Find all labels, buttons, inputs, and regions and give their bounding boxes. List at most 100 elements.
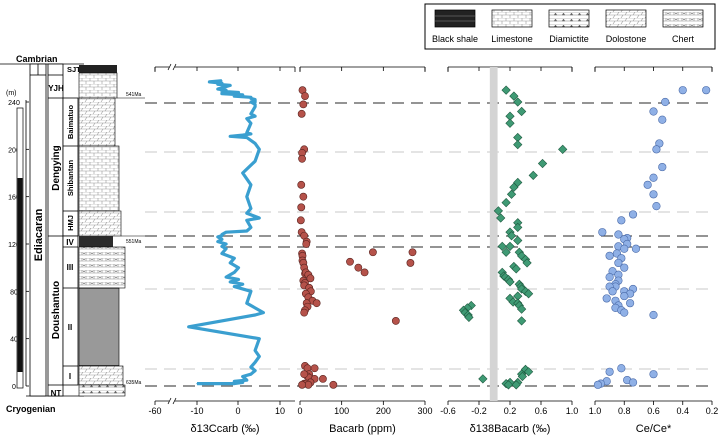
ce-anomaly-point bbox=[658, 162, 667, 172]
d13c-point bbox=[217, 241, 219, 243]
d13c-point bbox=[246, 230, 248, 232]
d13c-point bbox=[258, 148, 260, 150]
d13c-point bbox=[229, 84, 231, 87]
d13c-point bbox=[204, 383, 206, 385]
d13c-point bbox=[221, 82, 223, 84]
d13c-point bbox=[221, 80, 223, 82]
member-iv: IV bbox=[66, 238, 74, 247]
d13c-point bbox=[217, 83, 219, 85]
d13c-point bbox=[250, 97, 252, 100]
ce-anomaly-point bbox=[652, 145, 661, 154]
period-cambrian: Cambrian bbox=[16, 54, 58, 64]
d13c-point bbox=[258, 217, 260, 219]
formation-nt: NT bbox=[51, 389, 62, 398]
height-tick-label: 240 bbox=[8, 100, 20, 107]
d13c-point bbox=[246, 132, 248, 134]
x-tick-label: 100 bbox=[334, 406, 349, 416]
d13c-point bbox=[254, 101, 256, 103]
d13c-point bbox=[225, 248, 227, 250]
d13c-point bbox=[254, 106, 256, 108]
ba-point bbox=[298, 154, 306, 163]
member-iii: III bbox=[67, 263, 74, 272]
legend-label: Black shale bbox=[432, 34, 478, 44]
ba-point bbox=[302, 240, 311, 248]
member-shibantan: Shibantan bbox=[66, 159, 75, 196]
d13c-point bbox=[221, 233, 223, 236]
formation-dengying: Dengying bbox=[51, 145, 62, 191]
d13c-point bbox=[246, 117, 248, 120]
legend-swatch bbox=[605, 9, 647, 28]
d13c-point bbox=[208, 81, 211, 83]
d13c-point bbox=[258, 338, 260, 340]
age-635: 635Ma bbox=[126, 380, 142, 386]
litho-ii bbox=[78, 287, 120, 367]
ba-point bbox=[298, 380, 306, 389]
x-tick-label: 300 bbox=[417, 406, 432, 416]
litho-sjt bbox=[79, 65, 117, 73]
d13c-point bbox=[233, 380, 235, 382]
litho-nt bbox=[78, 384, 126, 397]
legend-item-dolostone: Dolostone bbox=[605, 9, 647, 44]
legend: Black shale Limestone Diamictite Dolostone C… bbox=[424, 3, 716, 50]
d13c-point bbox=[250, 122, 252, 124]
d13c-point bbox=[225, 276, 227, 278]
ce-anomaly-point bbox=[620, 291, 629, 301]
age-551: 551Ma bbox=[126, 239, 142, 245]
legend-swatch bbox=[548, 9, 590, 28]
d13c-point bbox=[250, 366, 252, 368]
height-tick-label: 200 bbox=[8, 147, 20, 154]
ba-point bbox=[310, 364, 319, 373]
ba-point bbox=[299, 100, 308, 109]
ce-anomaly-point bbox=[620, 263, 629, 272]
ce-anomaly-point bbox=[617, 364, 626, 373]
d138ba-point bbox=[505, 277, 515, 287]
height-tick-label: 0 bbox=[12, 384, 16, 391]
x-tick-label: 0 bbox=[235, 406, 240, 416]
x-tick-label: 10 bbox=[275, 406, 285, 416]
d138ba-point bbox=[493, 206, 503, 216]
d13c-series-line bbox=[187, 79, 265, 386]
x-tick-label: 0.2 bbox=[706, 406, 719, 416]
x-tick-label: 0.4 bbox=[676, 406, 689, 416]
d138ba-point bbox=[517, 316, 527, 326]
ce-anomaly-point bbox=[649, 190, 658, 199]
ba-point bbox=[306, 274, 315, 283]
period-cryogenian: Cryogenian bbox=[6, 404, 56, 414]
x-axis-label: Bacarb (ppm) bbox=[329, 423, 396, 435]
d13c-point bbox=[250, 184, 252, 186]
ce-anomaly-point bbox=[602, 294, 611, 303]
d138ba-point bbox=[517, 284, 527, 294]
d13c-point bbox=[258, 355, 260, 358]
d13c-point bbox=[242, 134, 244, 136]
d138ba-point bbox=[522, 258, 532, 268]
ba-point bbox=[300, 308, 309, 317]
d138ba-point bbox=[505, 118, 515, 128]
d13c-point bbox=[221, 93, 223, 95]
member-ii: II bbox=[68, 323, 72, 332]
d138ba-point bbox=[528, 170, 538, 180]
d13c-point bbox=[254, 314, 256, 316]
ba-point bbox=[297, 180, 306, 189]
legend-label: Dolostone bbox=[606, 34, 647, 44]
legend-item-chert: Chert bbox=[662, 9, 704, 44]
modern-seawater-band bbox=[489, 67, 498, 401]
d138ba-point bbox=[478, 374, 488, 384]
d138ba-point bbox=[513, 139, 523, 150]
litho-i bbox=[78, 365, 124, 386]
stratigraphic-column: Cambrian Cryogenian (m) 0 40 80 120 160 200 24… bbox=[0, 54, 145, 414]
ce-anomaly-point bbox=[598, 228, 607, 237]
height-tick-label: 120 bbox=[8, 242, 20, 249]
d13c-point bbox=[250, 113, 252, 115]
d138ba-point bbox=[523, 367, 534, 377]
d13c-point bbox=[233, 383, 235, 385]
ba-point bbox=[391, 317, 400, 325]
ce-anomaly-point bbox=[620, 308, 629, 317]
d13c-point bbox=[242, 283, 244, 285]
d13c-point bbox=[229, 281, 231, 283]
ba-point bbox=[354, 263, 363, 272]
d138ba-point bbox=[509, 182, 519, 192]
ce-anomaly-point bbox=[628, 210, 638, 219]
litho-yjh bbox=[78, 72, 118, 99]
formation-doushantuo: Doushantuo bbox=[51, 281, 62, 339]
ce-anomaly-point bbox=[617, 216, 626, 225]
